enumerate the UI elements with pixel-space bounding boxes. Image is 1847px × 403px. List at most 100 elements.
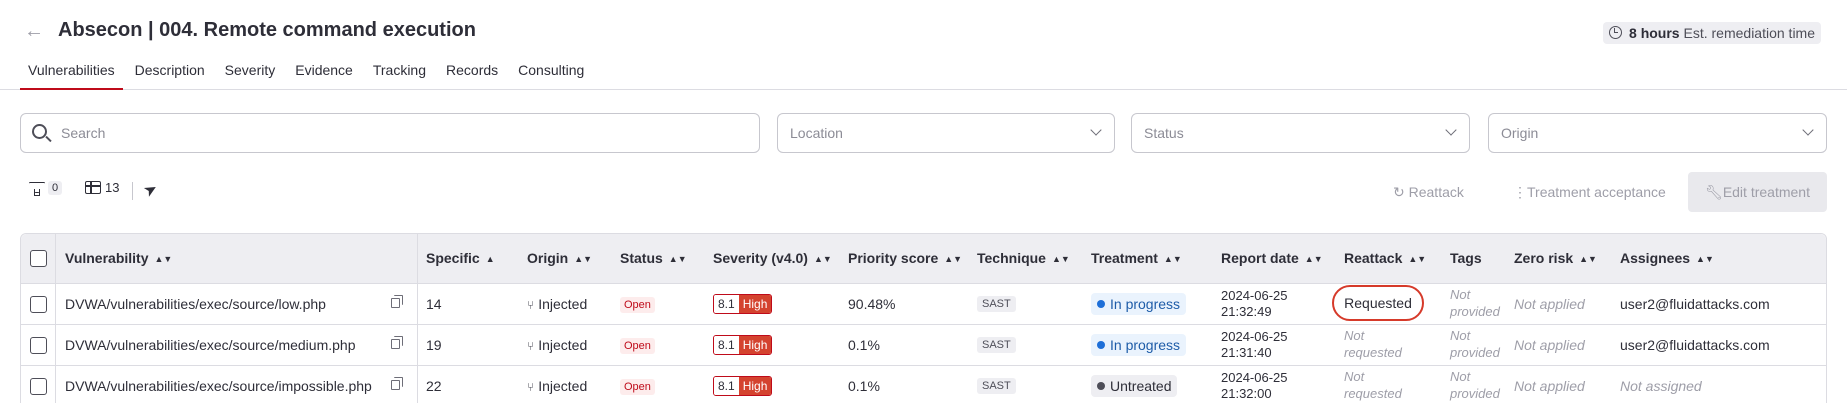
reattack-status: Not requested [1344, 369, 1402, 401]
row-checkbox[interactable] [30, 296, 47, 313]
tab-evidence[interactable]: Evidence [295, 62, 353, 78]
search-icon [32, 124, 47, 139]
assignee-cell: Not assigned [1620, 378, 1702, 394]
sort-icon: ▲▼ [1696, 254, 1714, 264]
origin-select[interactable]: Origin [1488, 113, 1827, 153]
column-divider [417, 366, 418, 403]
header-origin[interactable]: Origin ▲▼ [527, 250, 593, 266]
header-specific[interactable]: Specific ▲ [426, 250, 495, 266]
table-row[interactable]: DVWA/vulnerabilities/exec/source/medium.… [21, 325, 1826, 366]
technique-badge: SAST [977, 337, 1016, 353]
header-status[interactable]: Status ▲▼ [620, 250, 687, 266]
clock-icon [1609, 26, 1623, 39]
sort-icon: ▲▼ [574, 254, 593, 264]
treatment-acceptance-button[interactable]: ⋮Treatment acceptance [1513, 172, 1666, 212]
tab-severity[interactable]: Severity [224, 62, 276, 78]
origin-cell: ⑂ Injected [527, 337, 588, 353]
row-checkbox[interactable] [30, 378, 47, 395]
priority-score: 0.1% [848, 378, 880, 394]
copy-icon[interactable] [391, 377, 403, 390]
header-technique[interactable]: Technique ▲▼ [977, 250, 1070, 266]
vulnerability-path: DVWA/vulnerabilities/exec/source/low.php [65, 296, 326, 312]
severity-badge: 8.1 High [713, 335, 773, 355]
edit-treatment-button[interactable]: 🔧︎Edit treatment [1688, 172, 1827, 212]
sort-icon: ▲▼ [1051, 254, 1070, 264]
select-all-checkbox[interactable] [30, 250, 47, 267]
header-priority-score[interactable]: Priority score ▲▼ [848, 250, 963, 266]
table-header: Vulnerability ▲▼ Specific ▲ Origin ▲▼ Statu… [21, 234, 1826, 284]
status-select[interactable]: Status [1131, 113, 1470, 153]
zero-risk-cell: Not applied [1514, 296, 1585, 312]
severity-badge: 8.1 High [713, 376, 773, 396]
filter-count-badge: 0 [48, 181, 63, 195]
columns-button[interactable]: 13 [85, 180, 119, 195]
filter-bar: Search Location Status Origin [20, 113, 1827, 153]
tab-tracking[interactable]: Tracking [372, 62, 427, 78]
status-dot-icon [1097, 300, 1105, 308]
sort-icon: ▲▼ [944, 254, 963, 264]
copy-icon[interactable] [391, 295, 403, 308]
chevron-down-icon [1090, 124, 1102, 136]
table-row[interactable]: DVWA/vulnerabilities/exec/source/low.php… [21, 284, 1826, 325]
git-branch-icon: ⑂ [527, 380, 535, 394]
remediation-time-badge: 8 hours Est. remediation time [1603, 22, 1821, 44]
tags-cell: Not provided [1450, 369, 1500, 401]
header-report-date[interactable]: Report date ▲▼ [1221, 250, 1323, 266]
technique-badge: SAST [977, 378, 1016, 394]
header-tags: Tags [1450, 250, 1482, 266]
sort-icon: ▲▼ [668, 254, 687, 264]
assignee-cell: user2@fluidattacks.com [1620, 337, 1770, 353]
location-select[interactable]: Location [777, 113, 1115, 153]
priority-score: 90.48% [848, 296, 896, 312]
copy-icon[interactable] [391, 336, 403, 349]
header-assignees[interactable]: Assignees ▲▼ [1620, 250, 1714, 266]
tab-records[interactable]: Records [446, 62, 499, 78]
filter-icon [28, 180, 44, 196]
git-branch-icon: ⑂ [527, 339, 535, 353]
origin-cell: ⑂ Injected [527, 296, 588, 312]
status-dot-icon [1097, 382, 1105, 390]
reattack-status: Not requested [1344, 328, 1402, 360]
more-vertical-icon: ⋮ [1513, 184, 1527, 200]
share-button[interactable]: ➤ [141, 180, 161, 201]
reattack-button[interactable]: ↻ Reattack [1393, 172, 1464, 212]
chevron-down-icon [1802, 124, 1814, 136]
filters-button[interactable]: 0 [28, 180, 63, 196]
column-divider [55, 234, 56, 283]
report-date: 2024-06-25 21:31:40 [1221, 329, 1288, 360]
edit-treatment-label: Edit treatment [1722, 184, 1810, 200]
sort-up-icon: ▲ [485, 254, 495, 264]
tags-cell: Not provided [1450, 328, 1500, 360]
status-badge: Open [620, 338, 655, 354]
search-input[interactable]: Search [20, 113, 760, 153]
columns-icon [85, 181, 101, 194]
tags-cell: Not provided [1450, 287, 1500, 319]
location-placeholder: Location [790, 125, 843, 141]
technique-badge: SAST [977, 296, 1016, 312]
tab-consulting[interactable]: Consulting [518, 62, 585, 78]
treatment-acceptance-label: Treatment acceptance [1527, 184, 1666, 200]
row-checkbox[interactable] [30, 337, 47, 354]
header-severity[interactable]: Severity (v4.0) ▲▼ [713, 250, 832, 266]
zero-risk-cell: Not applied [1514, 337, 1585, 353]
column-divider [417, 284, 418, 324]
report-date: 2024-06-25 21:32:00 [1221, 370, 1288, 401]
tab-vulnerabilities[interactable]: Vulnerabilities [20, 58, 123, 90]
table-row[interactable]: DVWA/vulnerabilities/exec/source/impossi… [21, 366, 1826, 403]
tab-description[interactable]: Description [134, 62, 205, 78]
vulnerability-path: DVWA/vulnerabilities/exec/source/medium.… [65, 337, 356, 353]
columns-count: 13 [105, 180, 120, 195]
vulnerabilities-table: Vulnerability ▲▼ Specific ▲ Origin ▲▼ Statu… [20, 233, 1827, 403]
remediation-hours: 8 hours [1629, 25, 1680, 41]
back-arrow-icon[interactable]: ← [24, 20, 44, 42]
header-reattack[interactable]: Reattack ▲▼ [1344, 250, 1427, 266]
column-divider [417, 234, 418, 283]
sort-icon: ▲▼ [1163, 254, 1182, 264]
header-zero-risk[interactable]: Zero risk ▲▼ [1514, 250, 1597, 266]
priority-score: 0.1% [848, 337, 880, 353]
origin-placeholder: Origin [1501, 125, 1539, 141]
status-dot-icon [1097, 341, 1105, 349]
sort-icon: ▲▼ [1579, 254, 1597, 264]
header-vulnerability[interactable]: Vulnerability ▲▼ [65, 250, 173, 266]
header-treatment[interactable]: Treatment ▲▼ [1091, 250, 1182, 266]
